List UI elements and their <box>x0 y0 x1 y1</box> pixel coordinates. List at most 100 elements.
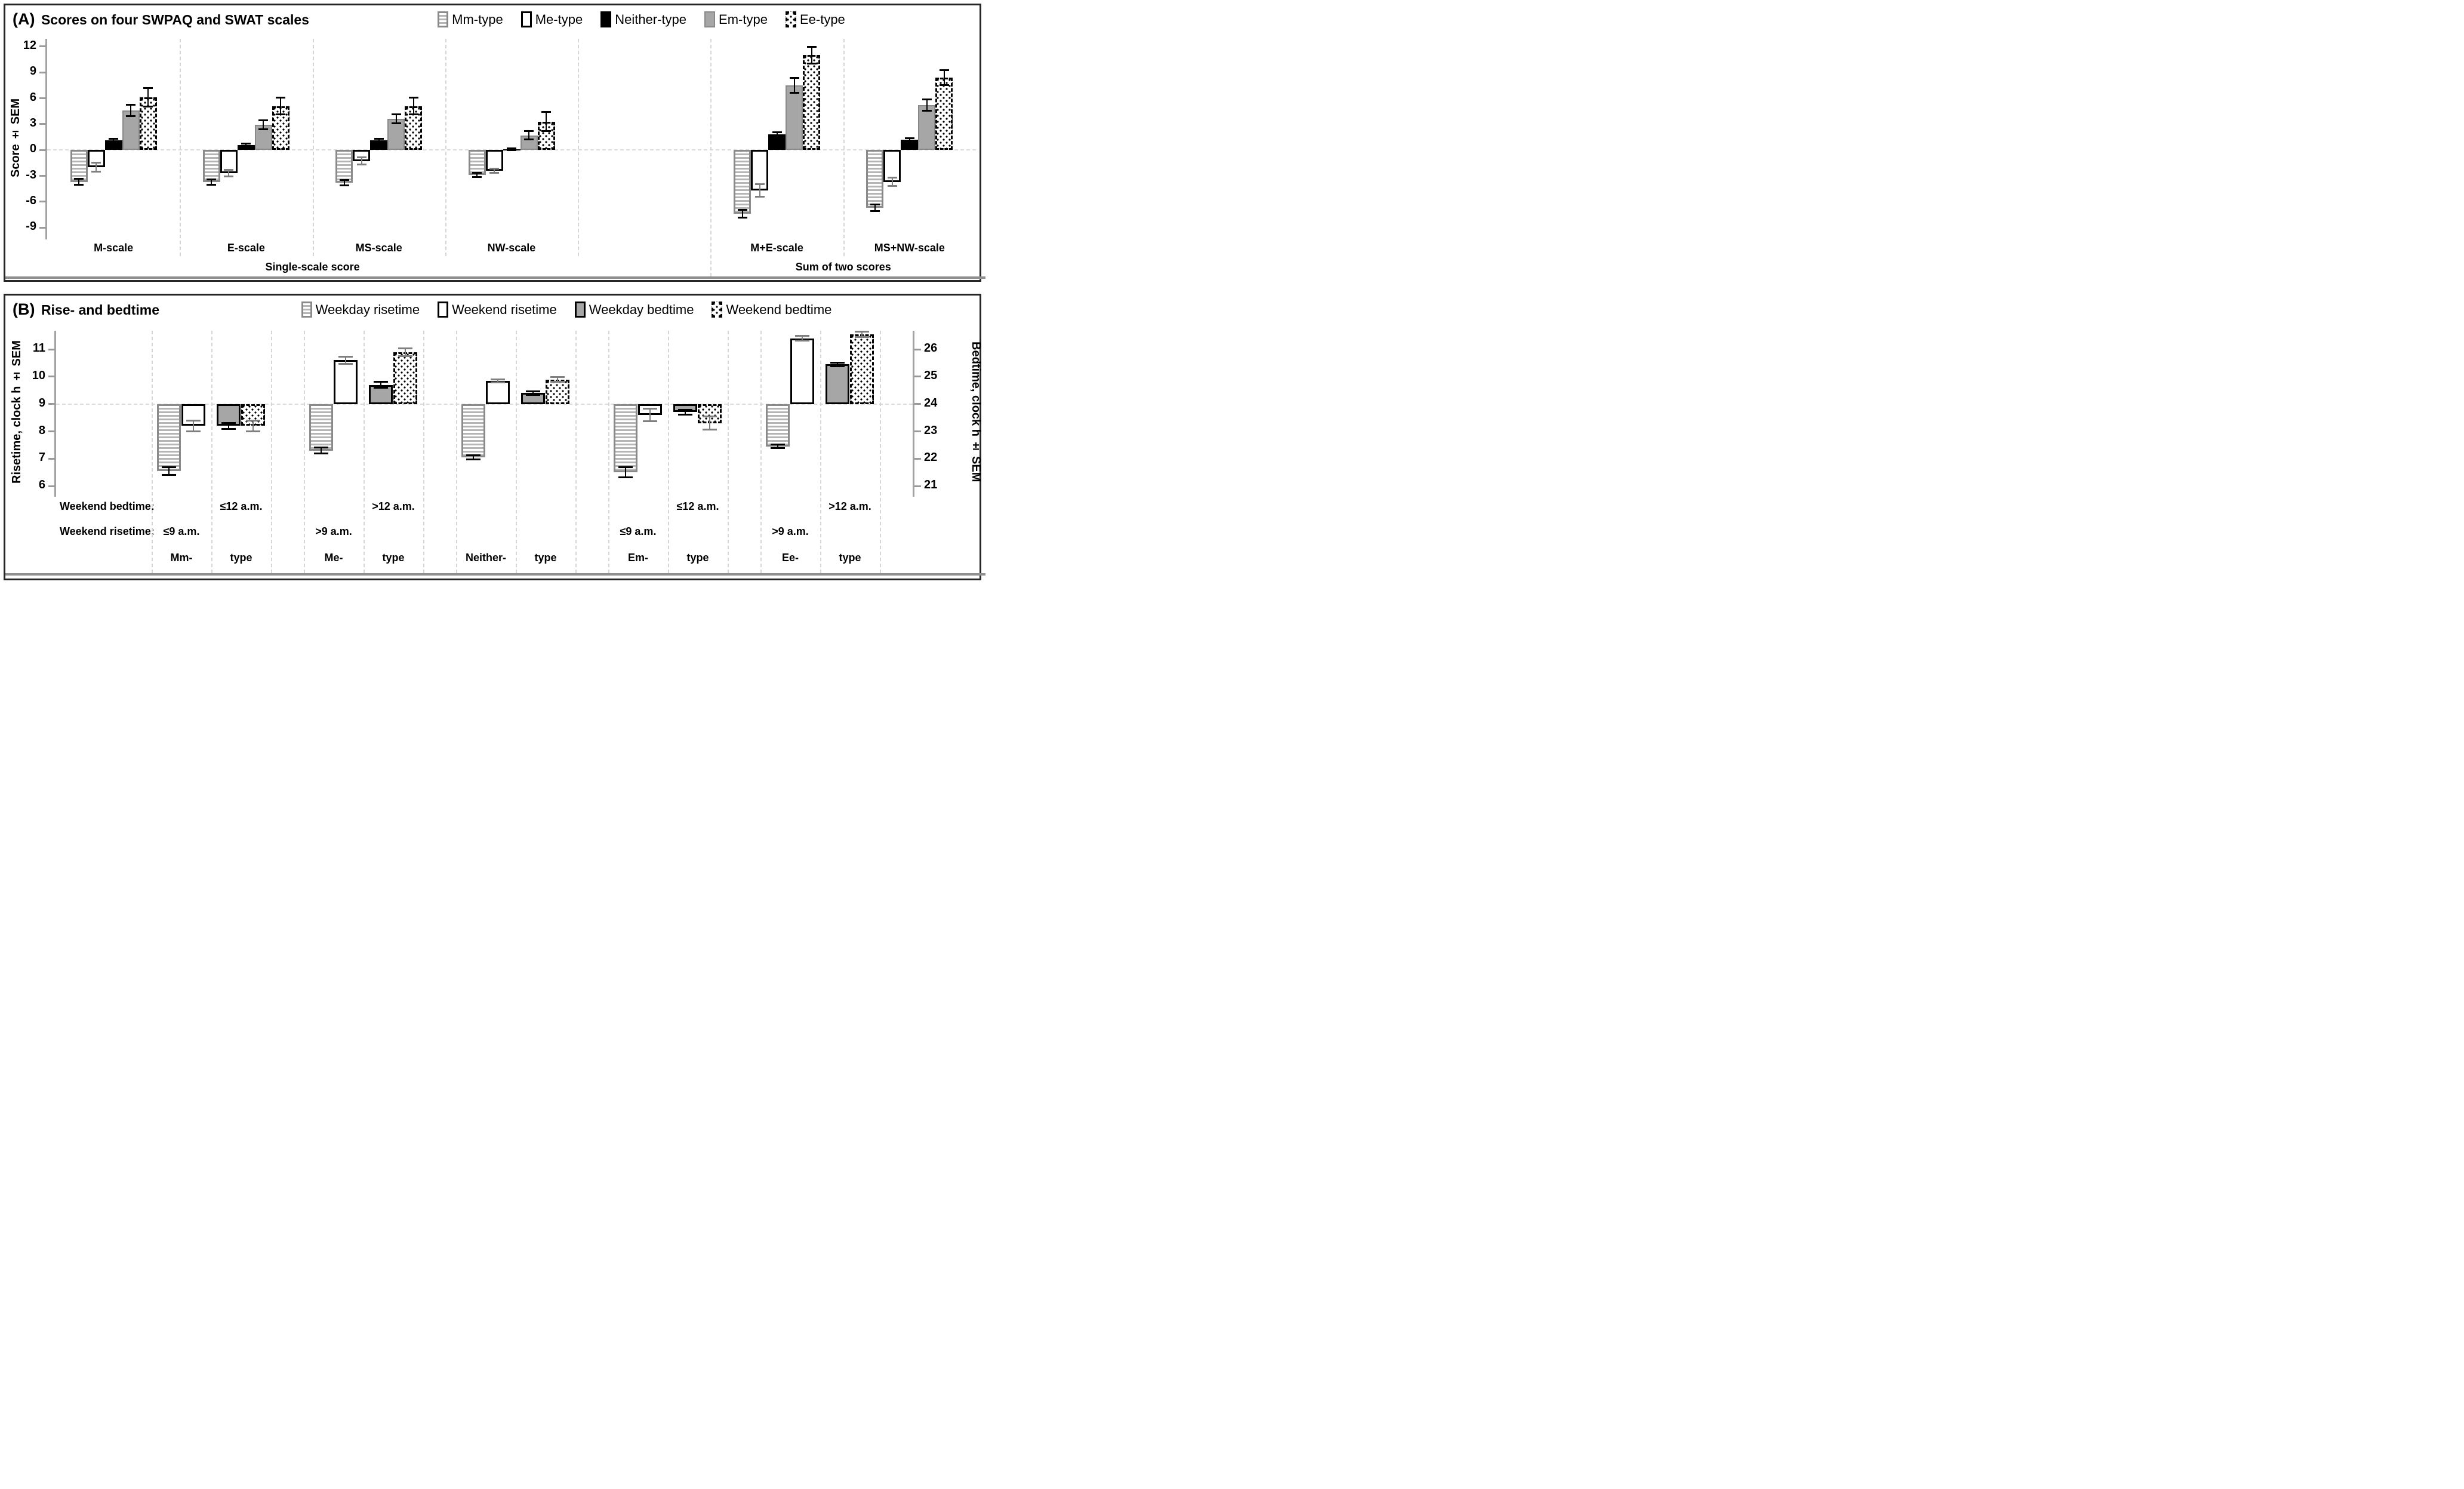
error-bar-cap <box>276 97 286 99</box>
error-bar-cap <box>830 365 845 367</box>
error-bar-line <box>759 184 760 197</box>
error-bar-cap <box>771 444 785 446</box>
y-tick-label-left: 9 <box>38 396 45 410</box>
column-separator <box>820 331 821 573</box>
category-separator <box>843 39 845 256</box>
legend-item: Weekday bedtime <box>574 302 694 318</box>
error-bar-cap <box>74 184 84 186</box>
category-separator <box>710 39 712 276</box>
error-bar-cap <box>526 390 540 392</box>
error-bar-line <box>147 88 149 107</box>
error-bar-cap <box>939 84 949 86</box>
panel-b-tag: (B) <box>13 300 35 318</box>
error-bar-cap <box>678 414 692 416</box>
bar-hstripes <box>202 150 220 182</box>
error-bar-cap <box>643 407 657 410</box>
column-separator <box>760 331 762 573</box>
error-bar-line <box>321 447 322 454</box>
bar-hstripes <box>309 404 333 451</box>
error-bar-line <box>168 467 170 475</box>
error-bar-cap <box>338 355 353 358</box>
error-bar-cap <box>221 422 236 424</box>
y-tick-mark <box>39 201 46 203</box>
column-separator <box>880 331 881 573</box>
error-bar-cap <box>771 447 785 450</box>
error-bar-cap <box>524 138 534 140</box>
error-bar-cap <box>526 394 540 396</box>
x-category-label: NW-scale <box>487 242 536 254</box>
chart-a: Score ± SEM 12 9 6 3 0 -3 -6 -9 M-scale E-scale MS-… <box>5 32 985 280</box>
y-axis-line <box>45 39 47 239</box>
category-separator <box>312 39 314 256</box>
bar-white <box>486 380 510 404</box>
error-bar-cap <box>887 177 897 179</box>
bottom-axis-line <box>5 573 985 576</box>
type-suffix-label: type <box>534 552 557 564</box>
bar-hstripes <box>461 404 485 457</box>
error-bar-line <box>378 139 380 143</box>
section-label-sum: Sum of two scores <box>795 261 891 273</box>
type-suffix-label: type <box>230 552 252 564</box>
chart-b: Risetime, clock h ± SEM Bedtime, clock h … <box>5 322 985 579</box>
error-bar-line <box>811 46 812 64</box>
x-category-label: E-scale <box>227 242 265 254</box>
error-bar-cap <box>258 128 269 131</box>
type-suffix-label: type <box>686 552 709 564</box>
error-bar-cap <box>162 473 176 476</box>
bar-dots <box>272 106 289 150</box>
legend-label: Neither-type <box>615 11 687 27</box>
y-tick-mark <box>39 71 46 73</box>
y-tick-mark-right <box>914 430 921 432</box>
error-bar-line <box>532 390 534 396</box>
error-bar-cap <box>186 420 201 422</box>
y-tick-label-right: 22 <box>924 451 938 464</box>
error-bar-cap <box>466 458 481 460</box>
y-tick-label-right: 21 <box>924 478 938 492</box>
panel-b-header: (B) Rise- and bedtime Weekday risetime We… <box>5 296 980 322</box>
error-bar-cap <box>207 178 217 180</box>
bar-dots <box>546 379 569 404</box>
error-bar-line <box>361 157 362 165</box>
error-bar-cap <box>678 408 692 411</box>
error-bar-line <box>837 362 838 367</box>
error-bar-cap <box>489 172 499 174</box>
error-bar-line <box>528 131 529 140</box>
legend-label: Weekend risetime <box>452 302 557 317</box>
error-bar-cap <box>922 110 932 112</box>
error-bar-cap <box>737 217 747 219</box>
bar-hstripes <box>614 404 637 473</box>
error-bar-cap <box>246 420 260 422</box>
error-bar-line <box>802 336 803 342</box>
weekend-bedtime-value: >12 a.m. <box>828 500 871 512</box>
error-bar-cap <box>541 130 551 133</box>
error-bar-cap <box>806 62 817 64</box>
error-bar-cap <box>855 331 869 333</box>
bar-hstripes <box>70 150 88 182</box>
error-bar-cap <box>398 355 412 357</box>
column-separator <box>608 331 609 573</box>
error-bar-line <box>343 180 345 186</box>
error-bar-line <box>649 408 651 422</box>
error-bar-cap <box>524 130 534 133</box>
error-bar-cap <box>126 103 136 106</box>
error-bar-cap <box>276 113 286 116</box>
error-bar-line <box>412 97 414 115</box>
legend-item: Em-type <box>704 11 768 27</box>
column-separator <box>271 331 272 573</box>
bar-hstripes <box>734 150 751 214</box>
legend-item: Weekday risetime <box>301 302 420 318</box>
section-label-single: Single-scale score <box>265 261 360 273</box>
legend-swatch-white <box>438 302 449 318</box>
error-bar-cap <box>391 113 401 116</box>
error-bar-cap <box>618 476 633 479</box>
error-bar-cap <box>398 347 412 349</box>
legend-swatch-hstripes <box>438 11 449 27</box>
error-bar-cap <box>339 184 349 187</box>
legend-item: Me-type <box>520 11 583 27</box>
x-category-label: M-scale <box>94 242 134 254</box>
legend-label: Ee-type <box>799 11 845 27</box>
error-bar-cap <box>408 97 418 99</box>
legend-item: Ee-type <box>785 11 845 27</box>
error-bar-line <box>777 444 778 449</box>
error-bar-line <box>96 162 97 172</box>
